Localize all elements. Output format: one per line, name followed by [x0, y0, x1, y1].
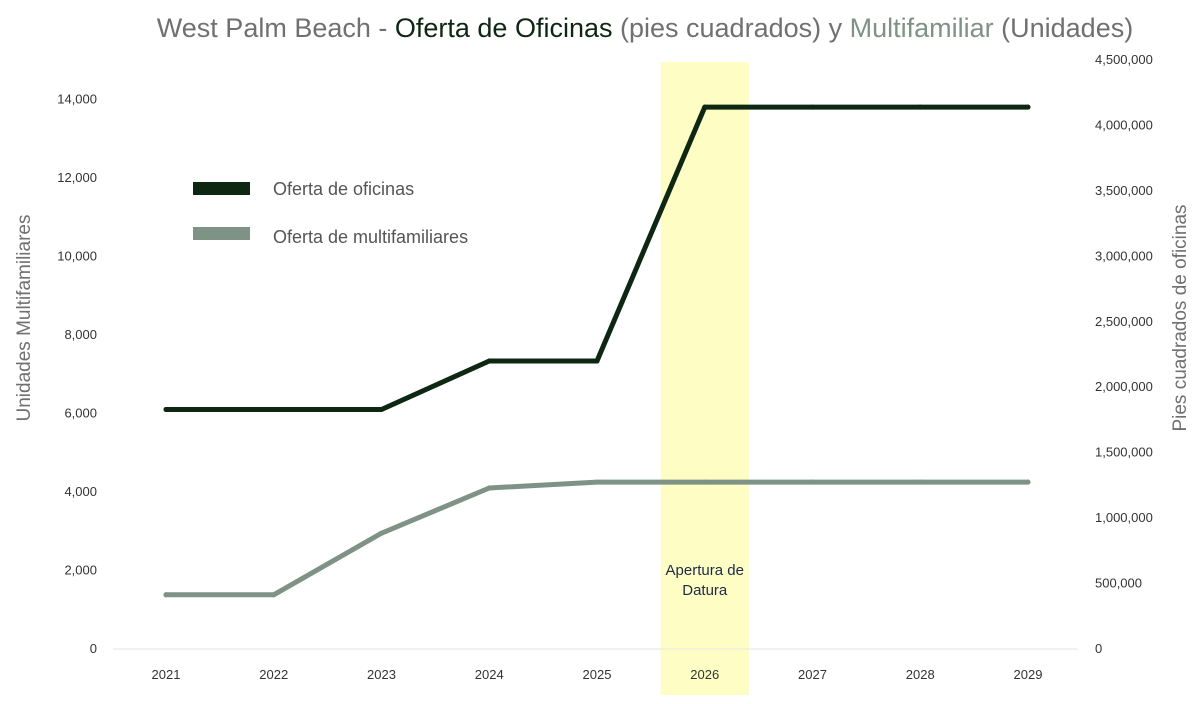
point-oficinas	[594, 358, 600, 364]
left-tick-label: 14,000	[57, 91, 97, 106]
x-axis-ticks: 2021 2022 2023 2024 2025 2026 2027 2028 2029	[152, 667, 1043, 682]
right-tick-label: 3,500,000	[1095, 183, 1153, 198]
legend-label-multifamiliares: Oferta de multifamiliares	[273, 227, 468, 247]
right-tick-label: 500,000	[1095, 576, 1142, 591]
left-tick-label: 4,000	[64, 484, 97, 499]
left-tick-label: 10,000	[57, 248, 97, 263]
title-part-multi: Multifamiliar	[850, 13, 994, 43]
x-tick-label: 2024	[475, 667, 504, 682]
x-tick-label: 2021	[152, 667, 181, 682]
right-axis-title: Pies cuadrados de oficinas	[1170, 204, 1191, 431]
title-part-1: West Palm Beach -	[157, 13, 395, 43]
x-tick-label: 2025	[583, 667, 612, 682]
left-tick-label: 12,000	[57, 170, 97, 185]
title-part-3: (pies cuadrados) y	[613, 13, 850, 43]
left-tick-label: 2,000	[64, 562, 97, 577]
right-tick-label: 4,500,000	[1095, 52, 1153, 67]
left-tick-label: 0	[90, 641, 97, 656]
point-oficinas	[917, 104, 923, 110]
point-multifamiliares	[486, 485, 492, 491]
point-oficinas	[379, 406, 384, 412]
point-oficinas	[163, 406, 169, 412]
title-part-5: (Unidades)	[994, 13, 1134, 43]
x-tick-label: 2026	[690, 667, 719, 682]
right-tick-label: 2,500,000	[1095, 314, 1153, 329]
x-tick-label: 2022	[259, 667, 288, 682]
x-tick-label: 2028	[906, 667, 935, 682]
series-points	[163, 104, 1031, 598]
right-tick-label: 0	[1095, 641, 1102, 656]
right-tick-label: 3,000,000	[1095, 248, 1153, 263]
point-multifamiliares	[810, 479, 815, 485]
point-multifamiliares	[271, 592, 277, 598]
left-axis-title: Unidades Multifamiliares	[14, 215, 35, 422]
legend-swatch-multifamiliares	[193, 227, 250, 240]
point-multifamiliares	[163, 592, 169, 598]
left-axis-ticks: 0 2,000 4,000 6,000 8,000 10,000 12,000 14,000	[57, 91, 97, 656]
right-axis-ticks: 0 500,000 1,000,000 1,500,000 2,000,000 2,500…	[1095, 52, 1153, 656]
highlight-band-2026	[660, 62, 749, 695]
point-multifamiliares	[379, 530, 384, 536]
legend: Oferta de oficinas Oferta de multifamili…	[193, 179, 468, 247]
left-tick-label: 8,000	[64, 327, 97, 342]
right-tick-label: 4,000,000	[1095, 117, 1153, 132]
right-tick-label: 2,000,000	[1095, 379, 1153, 394]
series-line-oficinas	[163, 104, 1031, 412]
x-tick-label: 2023	[367, 667, 396, 682]
point-multifamiliares	[1025, 479, 1031, 485]
point-multifamiliares	[917, 479, 923, 485]
point-oficinas	[702, 104, 708, 110]
point-multifamiliares	[594, 479, 600, 485]
point-oficinas	[1025, 104, 1031, 110]
right-tick-label: 1,500,000	[1095, 445, 1153, 460]
point-multifamiliares	[702, 479, 708, 485]
point-oficinas	[810, 104, 815, 110]
title-part-office: Oferta de Oficinas	[395, 13, 613, 43]
point-oficinas	[486, 358, 492, 364]
right-tick-label: 1,000,000	[1095, 510, 1153, 525]
x-tick-label: 2027	[798, 667, 827, 682]
x-tick-label: 2029	[1014, 667, 1043, 682]
highlight-label-line-2: Datura	[682, 582, 728, 599]
left-tick-label: 6,000	[64, 405, 97, 420]
legend-swatch-oficinas	[193, 182, 250, 195]
legend-label-oficinas: Oferta de oficinas	[273, 179, 414, 199]
chart-title: West Palm Beach - Oferta de Oficinas (pi…	[157, 13, 1133, 43]
highlight-label-line-1: Apertura de	[666, 562, 744, 579]
point-oficinas	[271, 406, 277, 412]
series-line-multifamiliares	[163, 479, 1031, 598]
